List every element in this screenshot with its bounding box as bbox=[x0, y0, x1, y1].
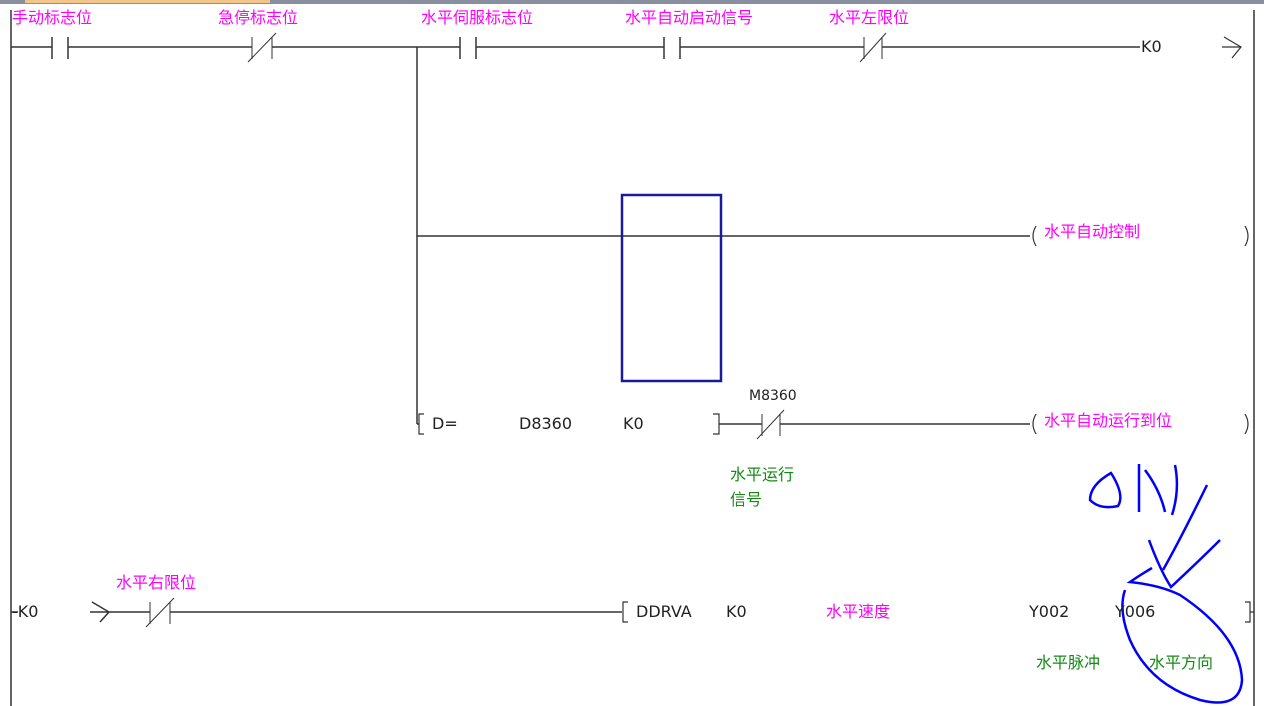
device-comment: 水平运行 bbox=[730, 465, 795, 484]
tab-highlight bbox=[25, 0, 270, 3]
coil-label: 水平自动运行到位 bbox=[1044, 411, 1173, 430]
contact-comment: 手动标志位 bbox=[12, 8, 93, 27]
compare-op: D= bbox=[432, 414, 458, 433]
device-comment: 信号 bbox=[730, 490, 763, 509]
contact-comment: 水平伺服标志位 bbox=[421, 8, 534, 27]
contact-comment: 水平右限位 bbox=[116, 573, 197, 592]
device-comment: 水平方向 bbox=[1149, 653, 1214, 672]
compare-arg1: D8360 bbox=[519, 414, 573, 433]
rung-2-wires bbox=[11, 597, 1254, 628]
instruction-arg: K0 bbox=[726, 602, 747, 621]
contact-comment: 急停标志位 bbox=[218, 8, 299, 27]
instruction-arg: Y006 bbox=[1115, 602, 1156, 621]
compare-arg2: K0 bbox=[623, 414, 644, 433]
handwritten-annotation bbox=[1088, 464, 1244, 704]
contact-comment: 水平左限位 bbox=[829, 8, 910, 27]
input-k0: -K0 bbox=[12, 602, 39, 621]
instruction-arg: Y002 bbox=[1029, 602, 1070, 621]
contact-device: M8360 bbox=[749, 388, 797, 404]
coil-label: 水平自动控制 bbox=[1044, 222, 1141, 241]
rung-1-wires bbox=[11, 32, 1249, 440]
output-k0: K0 bbox=[1141, 37, 1162, 56]
contact-comment: 水平自动启动信号 bbox=[625, 8, 754, 27]
cursor-box bbox=[620, 193, 723, 383]
device-comment: 水平脉冲 bbox=[1036, 653, 1101, 672]
instruction-name: DDRVA bbox=[636, 602, 692, 621]
instruction-arg: 水平速度 bbox=[826, 602, 891, 621]
window-top-bar bbox=[0, 0, 1264, 4]
